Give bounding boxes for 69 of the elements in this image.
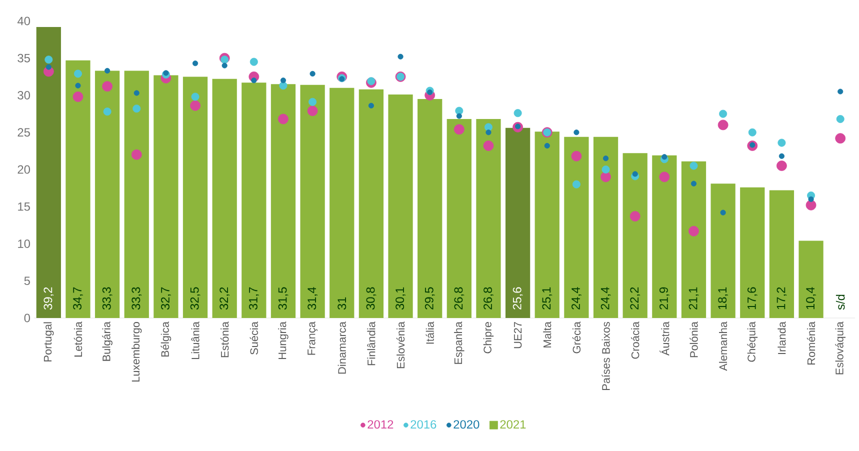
data-label: 30,8	[366, 287, 376, 310]
data-label: 31	[338, 297, 346, 310]
data-label: 10,4	[806, 287, 816, 310]
data-label: 32,2	[220, 287, 230, 310]
legend-label: 2012	[368, 420, 394, 429]
data-label: 31,7	[248, 287, 259, 310]
x-tick-label: Áustria	[660, 322, 670, 356]
x-tick-label: Luxemburgo	[132, 322, 142, 382]
y-tick-label: 40	[17, 16, 30, 26]
data-label: 29,5	[424, 287, 435, 310]
x-tick-label: UE27	[514, 322, 522, 348]
y-tick-label: 35	[18, 54, 30, 62]
x-tick-label: Bulgária	[102, 322, 112, 361]
x-tick-label: Bélgica	[160, 322, 172, 357]
y-tick-label: 30	[18, 91, 30, 100]
legend-label: 2016	[410, 420, 436, 429]
x-tick-label: Croácia	[631, 322, 640, 359]
legend-label: 2020	[454, 420, 480, 429]
x-tick-label: Países Baixos	[602, 322, 610, 390]
x-tick-label: Chéquia	[747, 322, 758, 362]
data-label: 17,2	[776, 287, 787, 310]
x-tick-label: Suécia	[250, 322, 258, 355]
legend-label: 2021	[500, 420, 526, 429]
data-label: 25,6	[512, 287, 523, 310]
x-tick-label: Lituânia	[191, 322, 200, 360]
data-label: 30,1	[396, 287, 406, 310]
data-label: 39,2	[44, 287, 54, 310]
y-tick-label: 10	[18, 240, 30, 248]
data-label: 33,3	[132, 287, 142, 310]
x-tick-label: Malta	[543, 322, 552, 348]
x-tick-label: Itália	[426, 322, 434, 344]
data-label: 22,2	[630, 287, 640, 310]
data-label: 34,7	[73, 287, 83, 310]
data-label: 26,8	[484, 287, 494, 310]
data-label: 18,1	[718, 287, 728, 310]
y-tick-label: 5	[24, 276, 30, 286]
y-tick-label: 25	[18, 128, 30, 137]
data-label: 31,5	[278, 287, 288, 310]
data-label: 24,4	[600, 287, 611, 310]
data-label: 31,4	[308, 287, 318, 310]
x-tick-label: Dinamarca	[338, 322, 346, 374]
x-tick-label: Eslovénia	[396, 322, 405, 368]
x-tick-label: Eslováquia	[835, 322, 846, 374]
x-tick-label: Hungria	[278, 322, 288, 359]
x-tick-label: Letónia	[74, 322, 82, 357]
x-tick-label: Polónia	[690, 322, 698, 358]
x-tick-label: Roménia	[806, 322, 816, 364]
data-label: 17,6	[747, 287, 758, 310]
data-label: 32,5	[190, 287, 200, 310]
data-label: 25,1	[542, 287, 552, 310]
text: s/d	[836, 294, 845, 310]
y-tick-label: 20	[18, 165, 30, 174]
x-tick-label: Portugal	[44, 322, 54, 362]
x-tick-label: Espanha	[454, 322, 464, 364]
x-tick-label: Grécia	[572, 322, 581, 354]
data-label: 21,1	[688, 287, 699, 310]
data-label: 26,8	[454, 287, 464, 310]
x-tick-label: Irlanda	[778, 322, 786, 354]
x-tick-label: Chipre	[483, 322, 494, 354]
data-label: 33,3	[102, 287, 112, 310]
y-tick-label: 15	[18, 202, 30, 211]
x-tick-label: Estónia	[220, 322, 229, 358]
data-label: 21,9	[659, 287, 670, 310]
data-label: 32,7	[161, 287, 171, 310]
data-label: 24,4	[572, 287, 582, 310]
x-tick-label: Finlândia	[367, 322, 376, 366]
x-tick-label: França	[308, 322, 318, 355]
y-tick-label: 0	[24, 314, 30, 322]
x-tick-label: Alemanha	[719, 322, 728, 371]
